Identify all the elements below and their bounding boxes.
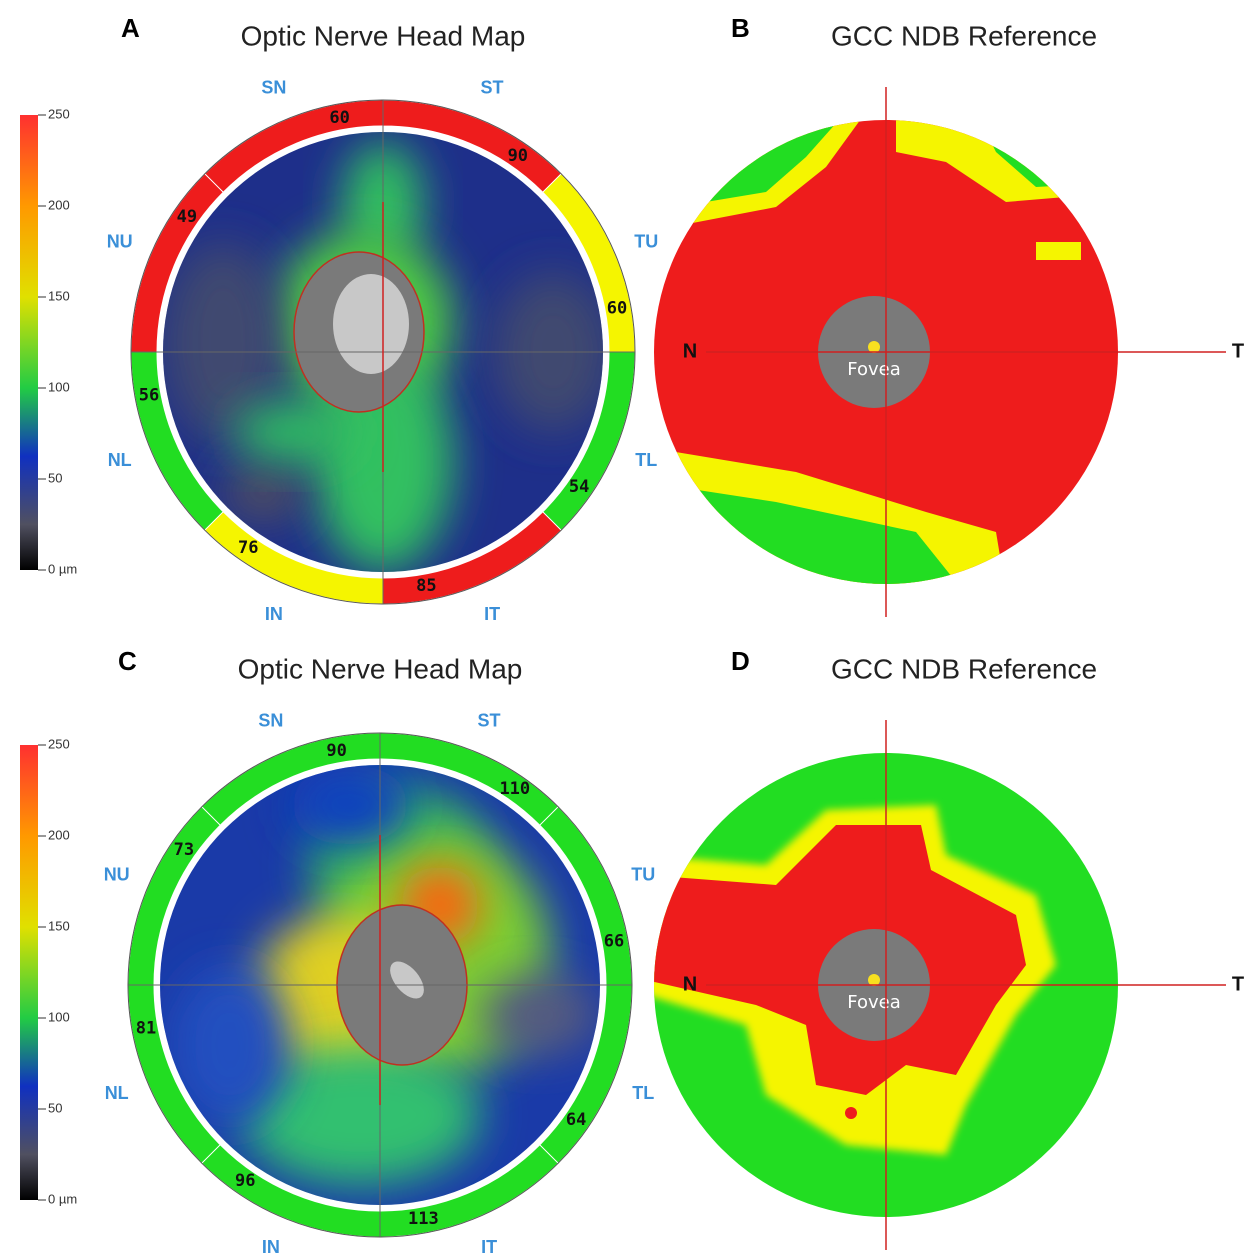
colorbar-label: 100 xyxy=(48,1009,70,1024)
colorbar-label: 150 xyxy=(48,288,70,303)
sector-name: NL xyxy=(108,450,132,470)
sector-value: 113 xyxy=(408,1209,439,1229)
colorbar-label: 0 µm xyxy=(48,561,77,576)
sector-value: 54 xyxy=(569,477,589,497)
optic-cup xyxy=(333,274,409,374)
map-region xyxy=(233,402,353,462)
colorbar-label: 50 xyxy=(48,470,62,485)
normal-zone xyxy=(1036,242,1081,260)
sector-value: 81 xyxy=(136,1018,156,1038)
panel-title: GCC NDB Reference xyxy=(831,20,1097,51)
sector-name: IN xyxy=(262,1237,280,1253)
sector-name: NU xyxy=(104,865,130,885)
colorbar-label: 200 xyxy=(48,827,70,842)
map-region xyxy=(223,462,303,522)
panel-title: Optic Nerve Head Map xyxy=(241,20,526,51)
sector-value: 90 xyxy=(326,741,346,761)
sector-name: ST xyxy=(478,710,501,730)
panel-letter: B xyxy=(731,13,750,43)
sector-name: NU xyxy=(107,232,133,252)
colorbar-label: 250 xyxy=(48,736,70,751)
fovea-label: Fovea xyxy=(847,359,900,380)
colorbar-label: 100 xyxy=(48,379,70,394)
sector-name: IN xyxy=(265,604,283,624)
sector-name: TU xyxy=(634,232,658,252)
fovea-dot xyxy=(868,341,880,353)
sector-value: 73 xyxy=(174,840,194,860)
panel-letter: A xyxy=(121,13,140,43)
map-region xyxy=(480,975,600,1055)
sector-name: ST xyxy=(481,77,504,97)
sector-value: 85 xyxy=(416,576,436,596)
sector-value: 76 xyxy=(238,538,258,558)
colorbar-label: 200 xyxy=(48,197,70,212)
figure: A Optic Nerve Head Map 250 200 150 100 50 0 µm 9… xyxy=(0,0,1254,1253)
sector-name: NL xyxy=(105,1083,129,1103)
colorbar-label: 0 µm xyxy=(48,1191,77,1206)
sector-value: 60 xyxy=(329,108,349,128)
colorbar xyxy=(20,115,38,570)
abnormal-zone xyxy=(845,1107,857,1119)
nasal-label: N xyxy=(683,340,697,362)
sector-value: 56 xyxy=(139,385,159,405)
sector-value: 60 xyxy=(607,299,627,319)
sector-value: 64 xyxy=(566,1110,586,1130)
sector-name: SN xyxy=(258,710,283,730)
panel-letter: C xyxy=(118,646,137,676)
sector-value: 90 xyxy=(508,146,528,166)
fovea-label: Fovea xyxy=(847,992,900,1013)
sector-name: IT xyxy=(481,1237,497,1253)
sector-value: 66 xyxy=(604,932,624,952)
fovea-dot xyxy=(868,974,880,986)
sector-value: 110 xyxy=(499,779,530,799)
sector-value: 49 xyxy=(177,207,197,227)
sector-name: SN xyxy=(261,77,286,97)
normal-zone xyxy=(1106,447,1126,502)
sector-value: 96 xyxy=(235,1171,255,1191)
temporal-label: T xyxy=(1232,973,1244,995)
colorbar-label: 250 xyxy=(48,106,70,121)
nasal-label: N xyxy=(683,973,697,995)
sector-name: TL xyxy=(635,450,657,470)
colorbar-label: 50 xyxy=(48,1100,62,1115)
sector-name: IT xyxy=(484,604,500,624)
temporal-label: T xyxy=(1232,340,1244,362)
panel-letter: D xyxy=(731,646,750,676)
map-region xyxy=(290,765,410,845)
colorbar-label: 150 xyxy=(48,918,70,933)
panel-title: Optic Nerve Head Map xyxy=(238,653,523,684)
panel-title: GCC NDB Reference xyxy=(831,653,1097,684)
sector-name: TL xyxy=(632,1083,654,1103)
colorbar xyxy=(20,745,38,1200)
sector-name: TU xyxy=(631,865,655,885)
